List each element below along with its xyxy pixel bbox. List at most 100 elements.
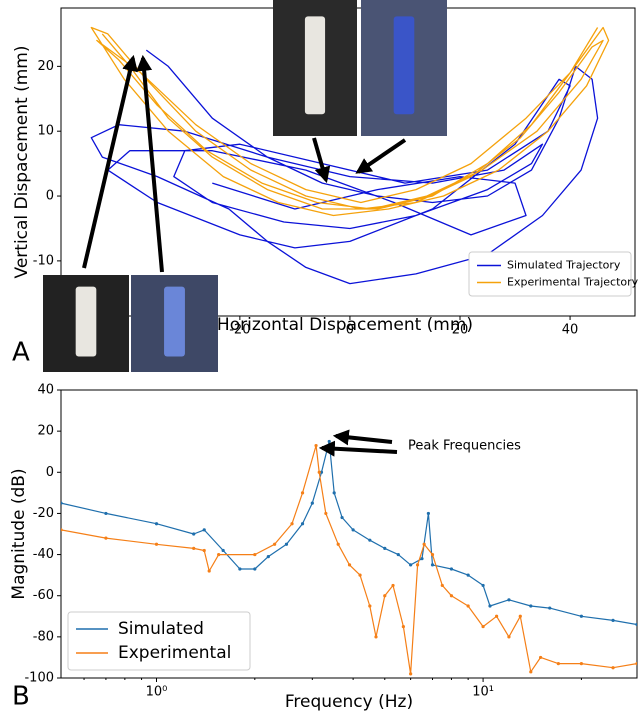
point	[449, 567, 454, 571]
annotation: Peak Frequencies	[408, 439, 521, 454]
point	[347, 563, 352, 567]
x-tick-label: 0	[346, 323, 354, 338]
point	[635, 662, 637, 666]
point	[466, 573, 470, 577]
point	[635, 622, 637, 627]
point	[290, 522, 294, 526]
y-tick-label: 40	[37, 383, 54, 398]
point	[579, 614, 583, 618]
y-tick-label: -60	[33, 588, 54, 603]
point	[611, 618, 615, 623]
point	[481, 583, 485, 588]
series-group	[61, 439, 637, 676]
panel-label: A	[12, 338, 30, 368]
y-tick-label: 20	[37, 59, 54, 74]
series-line	[90, 49, 599, 285]
y-tick-label: 10	[37, 124, 54, 139]
point	[340, 515, 344, 520]
point	[319, 470, 324, 474]
arrow	[332, 429, 393, 446]
point	[253, 552, 257, 557]
point	[507, 598, 511, 602]
point	[440, 583, 444, 588]
arrow	[318, 440, 398, 457]
point	[426, 511, 430, 516]
point	[611, 666, 615, 670]
point	[548, 606, 552, 610]
point	[317, 470, 321, 474]
arrow	[355, 138, 407, 174]
x-tick-label: -20	[229, 323, 250, 338]
inset-object	[75, 286, 97, 357]
point	[358, 573, 362, 577]
point	[154, 542, 159, 546]
panel-label: B	[12, 682, 30, 712]
point	[192, 546, 196, 551]
point	[481, 624, 485, 629]
point	[383, 594, 387, 598]
point	[310, 501, 314, 505]
point	[336, 542, 340, 546]
inset-object	[164, 286, 185, 357]
point	[61, 501, 63, 505]
point	[202, 528, 206, 532]
x-axis-label: Horizontal Dispacement (mm)	[217, 315, 473, 335]
point	[368, 604, 372, 608]
point	[401, 624, 405, 629]
point	[391, 583, 395, 588]
arrow	[136, 54, 164, 273]
legend-box	[67, 611, 251, 671]
point	[300, 491, 305, 495]
point	[324, 511, 328, 516]
x-tick-label: 10¹	[472, 685, 494, 700]
point	[495, 614, 499, 618]
legend-label: Experimental Trajectory	[507, 276, 639, 289]
y-tick-label: -10	[33, 253, 54, 268]
point	[538, 655, 543, 660]
point	[202, 548, 206, 553]
inset-object	[304, 16, 326, 115]
point	[396, 552, 400, 557]
y-axis-label: Magnitude (dB)	[9, 468, 29, 599]
series-line	[61, 440, 637, 626]
y-tick-label: -80	[33, 629, 54, 644]
point	[217, 552, 221, 557]
point	[351, 528, 355, 532]
inset-object	[393, 16, 415, 115]
point	[430, 563, 435, 567]
point	[154, 522, 159, 526]
y-tick-label: 20	[37, 424, 54, 439]
point	[327, 439, 331, 444]
point	[314, 443, 318, 448]
x-axis-label: Frequency (Hz)	[285, 692, 413, 712]
arrow	[82, 54, 138, 269]
point	[415, 563, 420, 567]
point	[420, 557, 424, 561]
point	[518, 614, 522, 618]
point	[61, 528, 63, 532]
legend-label: Experimental	[118, 643, 231, 663]
y-tick-label: -40	[33, 547, 54, 562]
x-tick-label: 10⁰	[146, 685, 168, 700]
point	[368, 538, 372, 542]
y-tick-label: -100	[24, 671, 54, 686]
y-tick-label: -20	[33, 506, 54, 521]
legend-label: Simulated Trajectory	[507, 259, 621, 272]
arrow	[312, 137, 331, 184]
legend-box	[468, 251, 632, 297]
legend-label: Simulated	[118, 619, 204, 639]
point	[104, 536, 108, 540]
x-tick-label: 20	[452, 323, 469, 338]
point	[449, 594, 454, 598]
y-tick-label: 0	[46, 189, 54, 204]
point	[238, 567, 242, 571]
point	[507, 635, 511, 639]
y-axis-label: Vertical Dispacement (mm)	[12, 46, 32, 279]
point	[207, 569, 211, 573]
point	[383, 546, 387, 551]
point	[374, 635, 378, 639]
point	[253, 567, 257, 571]
point	[221, 548, 225, 553]
point	[422, 542, 426, 546]
